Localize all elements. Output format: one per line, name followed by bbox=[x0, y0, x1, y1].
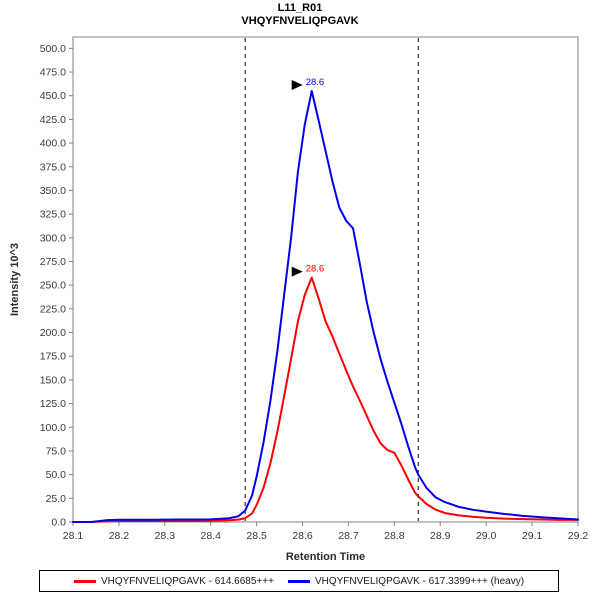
x-tick-label: 28.1 bbox=[63, 530, 84, 542]
x-tick-label: 28.4 bbox=[201, 530, 222, 542]
x-tick-label: 28.3 bbox=[155, 530, 176, 542]
y-tick-label: 375.0 bbox=[40, 161, 66, 173]
y-axis-label: Intensity 10^3 bbox=[9, 243, 21, 316]
legend-swatch-heavy-icon bbox=[287, 579, 310, 583]
legend-item-heavy[interactable]: VHQYFNVELIQPGAVK - 617.3399+++ (heavy) bbox=[287, 575, 525, 587]
legend-item-light[interactable]: VHQYFNVELIQPGAVK - 614.6685+++ bbox=[73, 575, 274, 587]
chart-title-block: L11_R01 VHQYFNVELIQPGAVK bbox=[0, 2, 600, 28]
x-tick-label: 28.9 bbox=[430, 530, 451, 542]
y-tick-label: 325.0 bbox=[40, 209, 66, 221]
y-tick-label: 300.0 bbox=[40, 232, 66, 244]
y-tick-label: 450.0 bbox=[40, 90, 66, 102]
x-tick-label: 28.7 bbox=[338, 530, 359, 542]
plot-frame bbox=[72, 36, 579, 523]
peptide-title: VHQYFNVELIQPGAVK bbox=[241, 15, 359, 27]
y-tick-label: 500.0 bbox=[40, 43, 66, 55]
x-tick-label: 28.6 bbox=[292, 530, 313, 542]
y-tick-label: 125.0 bbox=[40, 398, 66, 410]
y-tick-label: 250.0 bbox=[40, 280, 66, 292]
chromatogram-plot[interactable]: 0.0 25.0 50.0 75.0 100.0 125.0 150.0 175.0 200.0… bbox=[0, 0, 600, 560]
heavy-peak-label: 28.6 bbox=[306, 77, 325, 88]
x-tick-label: 29.0 bbox=[476, 530, 497, 542]
y-tick-label: 475.0 bbox=[40, 67, 66, 79]
y-tick-label: 175.0 bbox=[40, 351, 66, 363]
x-tick-label: 28.5 bbox=[246, 530, 267, 542]
y-tick-label: 0.0 bbox=[51, 517, 66, 529]
chart-legend: VHQYFNVELIQPGAVK - 614.6685+++ VHQYFNVEL… bbox=[39, 570, 559, 592]
legend-swatch-light-icon bbox=[73, 579, 96, 583]
light-peak-label: 28.6 bbox=[306, 264, 325, 275]
legend-label-heavy: VHQYFNVELIQPGAVK - 617.3399+++ (heavy) bbox=[314, 575, 525, 587]
series-line-heavy[interactable] bbox=[72, 89, 579, 523]
heavy-peak-marker-icon[interactable] bbox=[291, 79, 303, 90]
y-tick-label: 75.0 bbox=[46, 445, 67, 457]
y-tick-label: 200.0 bbox=[40, 327, 66, 339]
legend-label-light: VHQYFNVELIQPGAVK - 614.6685+++ bbox=[100, 575, 274, 587]
x-axis-label: Retention Time bbox=[286, 551, 365, 560]
x-tick-label: 28.8 bbox=[384, 530, 405, 542]
y-tick-label: 275.0 bbox=[40, 256, 66, 268]
y-tick-label: 225.0 bbox=[40, 303, 66, 315]
y-tick-label: 425.0 bbox=[40, 114, 66, 126]
y-tick-label: 25.0 bbox=[46, 493, 67, 505]
y-tick-label: 400.0 bbox=[40, 138, 66, 150]
y-tick-label: 50.0 bbox=[46, 469, 67, 481]
light-peak-marker-icon[interactable] bbox=[291, 266, 303, 277]
x-tick-label: 29.1 bbox=[522, 530, 543, 542]
x-tick-label: 29.2 bbox=[568, 530, 589, 542]
y-tick-label: 150.0 bbox=[40, 374, 66, 386]
series-line-light[interactable] bbox=[72, 276, 579, 523]
y-tick-label: 350.0 bbox=[40, 185, 66, 197]
replicate-title: L11_R01 bbox=[277, 2, 323, 14]
y-tick-label: 100.0 bbox=[40, 422, 66, 434]
x-tick-label: 28.2 bbox=[109, 530, 130, 542]
